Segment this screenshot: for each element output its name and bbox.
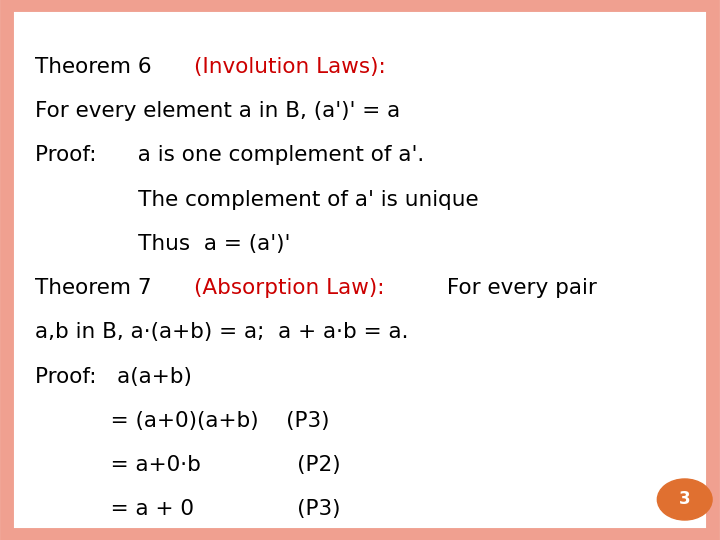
Text: (Absorption Law):: (Absorption Law):	[194, 278, 384, 298]
Text: = (a+0)(a+b)    (P3): = (a+0)(a+b) (P3)	[35, 411, 329, 431]
Text: For every element a in B, (a')' = a: For every element a in B, (a')' = a	[35, 101, 400, 121]
Text: Thus  a = (a')': Thus a = (a')'	[35, 234, 290, 254]
Text: Proof:      a is one complement of a'.: Proof: a is one complement of a'.	[35, 145, 424, 165]
Text: 3: 3	[679, 490, 690, 509]
Text: Theorem 7: Theorem 7	[35, 278, 158, 298]
Text: Theorem 6: Theorem 6	[35, 57, 158, 77]
Text: = a+0·b              (P2): = a+0·b (P2)	[35, 455, 340, 475]
Circle shape	[657, 479, 712, 520]
Text: = a + 0               (P3): = a + 0 (P3)	[35, 500, 340, 519]
Text: Proof:   a(a+b): Proof: a(a+b)	[35, 367, 192, 387]
FancyBboxPatch shape	[7, 5, 713, 535]
Text: a,b in B, a·(a+b) = a;  a + a·b = a.: a,b in B, a·(a+b) = a; a + a·b = a.	[35, 322, 408, 342]
Text: The complement of a' is unique: The complement of a' is unique	[35, 190, 478, 210]
Text: For every pair: For every pair	[440, 278, 597, 298]
Text: (Involution Laws):: (Involution Laws):	[194, 57, 386, 77]
